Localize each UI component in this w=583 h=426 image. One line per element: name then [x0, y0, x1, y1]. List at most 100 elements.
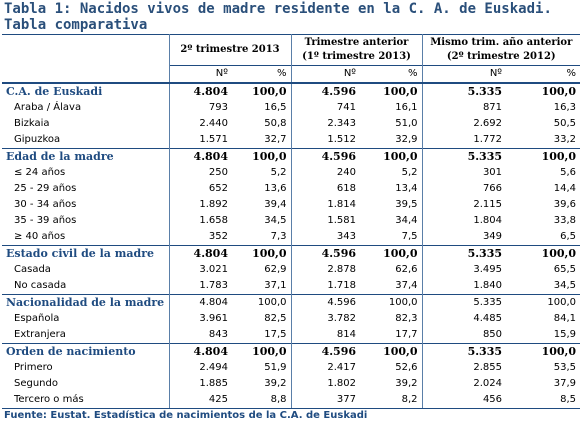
table-row: Estado civil de la madre 4.804 100,0 4.596 1…: [2, 245, 581, 262]
table-row: ≥ 40 años 352 7,3 343 7,5 349 6,5: [2, 229, 580, 246]
cell-count: 3.495: [473, 264, 503, 275]
cell-count: 1.512: [327, 134, 357, 145]
row-label: Araba / Álava: [2, 100, 170, 116]
row-label: Segundo: [2, 376, 170, 392]
cell-count: 4.596: [291, 343, 361, 360]
cell-percent: 37,4: [360, 278, 423, 295]
table-row: Casada 3.021 62,9 2.878 62,6 3.495 65,5: [2, 262, 580, 278]
subheader-pct-3: %: [506, 65, 581, 84]
cell-percent: 33,2: [553, 134, 577, 145]
cell-percent: 100,0: [506, 294, 581, 311]
cell-percent: 34,5: [553, 280, 577, 291]
cell-percent: 51,9: [232, 360, 292, 376]
row-label: Bizkaia: [2, 116, 170, 132]
cell-count: 814: [336, 329, 357, 340]
cell-count: 5.335: [422, 294, 507, 311]
cell-percent: 8,2: [360, 392, 423, 409]
cell-count: 2.024: [473, 378, 503, 389]
table-title: Tabla 1: Nacidos vivos de madre resident…: [4, 1, 552, 33]
header-same-quarter-line2: (2º trimestre 2012): [446, 51, 556, 62]
cell-percent: 53,5: [553, 362, 577, 373]
header-same-quarter-last-year: Mismo trim. año anterior (2º trimestre 2…: [422, 34, 581, 66]
cell-percent: 6,5: [560, 231, 577, 242]
row-label: Extranjera: [2, 327, 170, 344]
cell-count: 1.718: [327, 280, 357, 291]
subheader-n-3: Nº: [422, 65, 507, 84]
table-row: 35 - 39 años 1.658 34,5 1.581 34,4 1.804 33,8: [2, 213, 580, 229]
cell-percent: 17,7: [360, 327, 423, 344]
cell-count: 3.021: [199, 264, 228, 275]
cell-count: 2.878: [327, 264, 357, 275]
cell-count: 1.571: [199, 134, 228, 145]
cell-percent: 8,5: [506, 392, 581, 409]
table-row: Nacionalidad de la madre 4.804 100,0 4.596 1…: [2, 294, 581, 311]
table-row: Edad de la madre 4.804 100,0 4.596 100,0 5.33…: [2, 148, 581, 165]
cell-count: 2.855: [473, 362, 503, 373]
header-same-quarter-line1: Mismo trim. año anterior: [430, 37, 573, 48]
table-row: 30 - 34 años 1.892 39,4 1.814 39,5 2.115 39,6: [2, 197, 580, 213]
cell-count: 652: [208, 183, 228, 194]
header-previous-quarter: Trimestre anterior (1º trimestre 2013): [291, 34, 423, 66]
row-label: Española: [2, 311, 170, 327]
header-blank: [2, 34, 170, 66]
header-previous-quarter-line2: (1º trimestre 2013): [302, 51, 411, 62]
cell-count: 2.494: [199, 362, 228, 373]
cell-count: 2.417: [327, 362, 357, 373]
subheader-pct-1: %: [232, 65, 292, 84]
subheader-blank: [2, 65, 170, 84]
cell-percent: 5,2: [360, 165, 423, 181]
comparative-table: 2º trimestre 2013 Trimestre anterior (1º…: [2, 34, 581, 409]
cell-count: 1.772: [473, 134, 503, 145]
table-row: Extranjera 843 17,5 814 17,7 850 15,9: [2, 327, 580, 344]
table-row: 25 - 29 años 652 13,6 618 13,4 766 14,4: [2, 181, 580, 197]
cell-percent: 15,9: [553, 329, 577, 340]
cell-percent: 14,4: [553, 183, 577, 194]
cell-percent: 50,5: [553, 118, 577, 129]
subheader-n-2: Nº: [291, 65, 361, 84]
cell-percent: 39,2: [360, 376, 423, 392]
cell-count: 343: [336, 231, 357, 242]
cell-percent: 100,0: [360, 294, 423, 311]
row-label: Primero: [2, 360, 170, 376]
table-row: Tercero o más 425 8,8 377 8,2 456 8,5: [2, 392, 581, 409]
cell-percent: 100,0: [232, 343, 292, 360]
cell-percent: 82,5: [232, 311, 292, 327]
cell-percent: 100,0: [506, 82, 581, 100]
cell-count: 4.596: [291, 82, 361, 100]
cell-percent: 13,6: [232, 181, 292, 197]
cell-percent: 34,5: [232, 213, 292, 229]
cell-percent: 100,0: [360, 245, 423, 262]
cell-count: 240: [336, 167, 357, 178]
row-label: ≥ 40 años: [2, 229, 170, 246]
row-label: 35 - 39 años: [2, 213, 170, 229]
cell-percent: 5,6: [560, 167, 577, 178]
cell-count: 1.783: [199, 280, 228, 291]
table-row: Segundo 1.885 39,2 1.802 39,2 2.024 37,9: [2, 376, 580, 392]
cell-count: 1.840: [473, 280, 503, 291]
cell-percent: 100,0: [232, 148, 292, 165]
cell-count: 1.658: [199, 215, 228, 226]
cell-count: 352: [208, 231, 228, 242]
cell-percent: 5,2: [232, 165, 292, 181]
source-note: Fuente: Eustat. Estadística de nacimient…: [4, 410, 368, 421]
cell-percent: 100,0: [232, 245, 292, 262]
row-label: No casada: [2, 278, 170, 295]
cell-percent: 82,3: [360, 311, 423, 327]
cell-percent: 52,6: [360, 360, 423, 376]
cell-count: 4.485: [473, 313, 503, 324]
section-label: Orden de nacimiento: [2, 343, 170, 360]
cell-percent: 65,5: [553, 264, 577, 275]
cell-count: 766: [482, 183, 503, 194]
cell-percent: 39,6: [553, 199, 577, 210]
cell-percent: 7,3: [232, 229, 292, 246]
cell-count: 4.804: [169, 245, 232, 262]
cell-percent: 100,0: [232, 82, 292, 100]
cell-percent: 39,4: [232, 197, 292, 213]
header-2t-2013: 2º trimestre 2013: [169, 34, 292, 66]
cell-count: 4.804: [169, 148, 232, 165]
cell-count: 843: [208, 329, 228, 340]
cell-count: 250: [208, 167, 228, 178]
row-label: Casada: [2, 262, 170, 278]
cell-percent: 13,4: [360, 181, 423, 197]
cell-percent: 100,0: [360, 82, 423, 100]
